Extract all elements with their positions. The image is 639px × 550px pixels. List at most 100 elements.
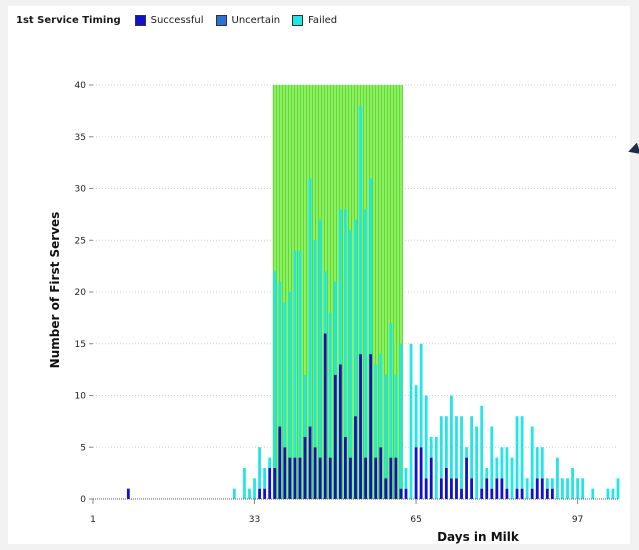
- bar-failed[interactable]: [273, 271, 277, 468]
- bar-successful[interactable]: [490, 488, 494, 499]
- bar-failed[interactable]: [545, 478, 549, 489]
- bar-failed[interactable]: [389, 323, 393, 458]
- bar-failed[interactable]: [298, 250, 302, 458]
- bar-successful[interactable]: [359, 354, 362, 499]
- bar-successful[interactable]: [328, 457, 332, 499]
- bar-failed[interactable]: [550, 478, 554, 489]
- bar-failed[interactable]: [434, 436, 438, 499]
- bar-failed[interactable]: [439, 416, 443, 479]
- bar-successful[interactable]: [545, 488, 549, 499]
- bar-successful[interactable]: [344, 436, 347, 499]
- bar-successful[interactable]: [273, 467, 277, 499]
- bar-successful[interactable]: [384, 478, 388, 499]
- bar-failed[interactable]: [616, 478, 620, 499]
- bar-failed[interactable]: [450, 395, 453, 479]
- bar-failed[interactable]: [313, 240, 317, 448]
- bar-failed[interactable]: [470, 416, 474, 479]
- bar-successful[interactable]: [374, 457, 378, 499]
- bar-successful[interactable]: [540, 478, 544, 499]
- legend-item-successful[interactable]: Successful: [134, 14, 204, 26]
- bar-successful[interactable]: [333, 374, 337, 499]
- bar-failed[interactable]: [328, 312, 332, 458]
- bar-failed[interactable]: [268, 457, 272, 468]
- bar-failed[interactable]: [323, 271, 327, 334]
- bar-failed[interactable]: [283, 302, 287, 448]
- bar-successful[interactable]: [444, 467, 448, 499]
- bar-failed[interactable]: [429, 436, 433, 458]
- bar-successful[interactable]: [313, 447, 317, 499]
- bar-successful[interactable]: [308, 426, 312, 499]
- bar-failed[interactable]: [500, 447, 504, 479]
- bar-failed[interactable]: [490, 426, 494, 489]
- bar-failed[interactable]: [581, 478, 585, 499]
- bar-failed[interactable]: [530, 426, 534, 489]
- bar-failed[interactable]: [263, 467, 267, 489]
- bar-failed[interactable]: [495, 457, 499, 479]
- bar-successful[interactable]: [414, 447, 418, 499]
- legend-item-failed[interactable]: Failed: [292, 14, 337, 26]
- bar-failed[interactable]: [460, 416, 463, 489]
- bar-successful[interactable]: [303, 436, 307, 499]
- bar-failed[interactable]: [540, 447, 544, 479]
- bar-successful[interactable]: [258, 488, 261, 499]
- bar-failed[interactable]: [465, 447, 468, 458]
- bar-failed[interactable]: [359, 105, 362, 355]
- bar-successful[interactable]: [293, 457, 297, 499]
- bar-successful[interactable]: [354, 416, 357, 499]
- bar-failed[interactable]: [333, 281, 337, 375]
- bar-successful[interactable]: [338, 364, 342, 499]
- bar-successful[interactable]: [394, 457, 398, 499]
- bar-failed[interactable]: [591, 488, 595, 499]
- bar-failed[interactable]: [253, 478, 256, 499]
- bar-failed[interactable]: [278, 281, 282, 427]
- bar-failed[interactable]: [338, 209, 342, 365]
- bar-successful[interactable]: [318, 457, 322, 499]
- bar-successful[interactable]: [278, 426, 282, 499]
- bar-successful[interactable]: [480, 488, 484, 499]
- bar-failed[interactable]: [364, 209, 367, 458]
- bar-successful[interactable]: [268, 467, 272, 499]
- bar-failed[interactable]: [414, 385, 418, 448]
- bar-successful[interactable]: [126, 488, 130, 499]
- bar-failed[interactable]: [394, 374, 398, 458]
- bar-failed[interactable]: [455, 416, 458, 479]
- bar-failed[interactable]: [485, 467, 489, 479]
- bar-successful[interactable]: [520, 488, 524, 499]
- bar-successful[interactable]: [495, 478, 499, 499]
- bar-failed[interactable]: [515, 416, 519, 489]
- bar-successful[interactable]: [455, 478, 458, 499]
- bar-failed[interactable]: [258, 447, 261, 489]
- bar-failed[interactable]: [303, 374, 307, 437]
- bar-successful[interactable]: [460, 488, 463, 499]
- bar-successful[interactable]: [485, 478, 489, 499]
- bar-failed[interactable]: [525, 478, 529, 499]
- bar-failed[interactable]: [520, 416, 524, 489]
- bar-successful[interactable]: [404, 488, 408, 499]
- bar-failed[interactable]: [510, 457, 514, 499]
- bar-failed[interactable]: [344, 209, 347, 437]
- bar-failed[interactable]: [349, 229, 352, 458]
- bar-failed[interactable]: [248, 488, 251, 499]
- bar-successful[interactable]: [429, 457, 433, 499]
- bar-successful[interactable]: [450, 478, 453, 499]
- bar-failed[interactable]: [288, 292, 292, 458]
- bar-failed[interactable]: [424, 395, 428, 479]
- bar-successful[interactable]: [465, 457, 468, 499]
- bar-failed[interactable]: [571, 467, 574, 499]
- bar-successful[interactable]: [349, 457, 352, 499]
- bar-successful[interactable]: [550, 488, 554, 499]
- legend-item-uncertain[interactable]: Uncertain: [215, 14, 280, 26]
- bar-successful[interactable]: [283, 447, 287, 499]
- bar-successful[interactable]: [323, 333, 327, 499]
- bar-successful[interactable]: [364, 457, 367, 499]
- bar-failed[interactable]: [318, 219, 322, 458]
- bar-failed[interactable]: [561, 478, 564, 499]
- bar-failed[interactable]: [535, 447, 539, 479]
- bar-failed[interactable]: [369, 178, 373, 355]
- bar-successful[interactable]: [369, 354, 373, 499]
- bar-successful[interactable]: [535, 478, 539, 499]
- bar-failed[interactable]: [384, 374, 388, 479]
- bar-failed[interactable]: [444, 416, 448, 468]
- bar-failed[interactable]: [404, 467, 408, 489]
- bar-successful[interactable]: [263, 488, 267, 499]
